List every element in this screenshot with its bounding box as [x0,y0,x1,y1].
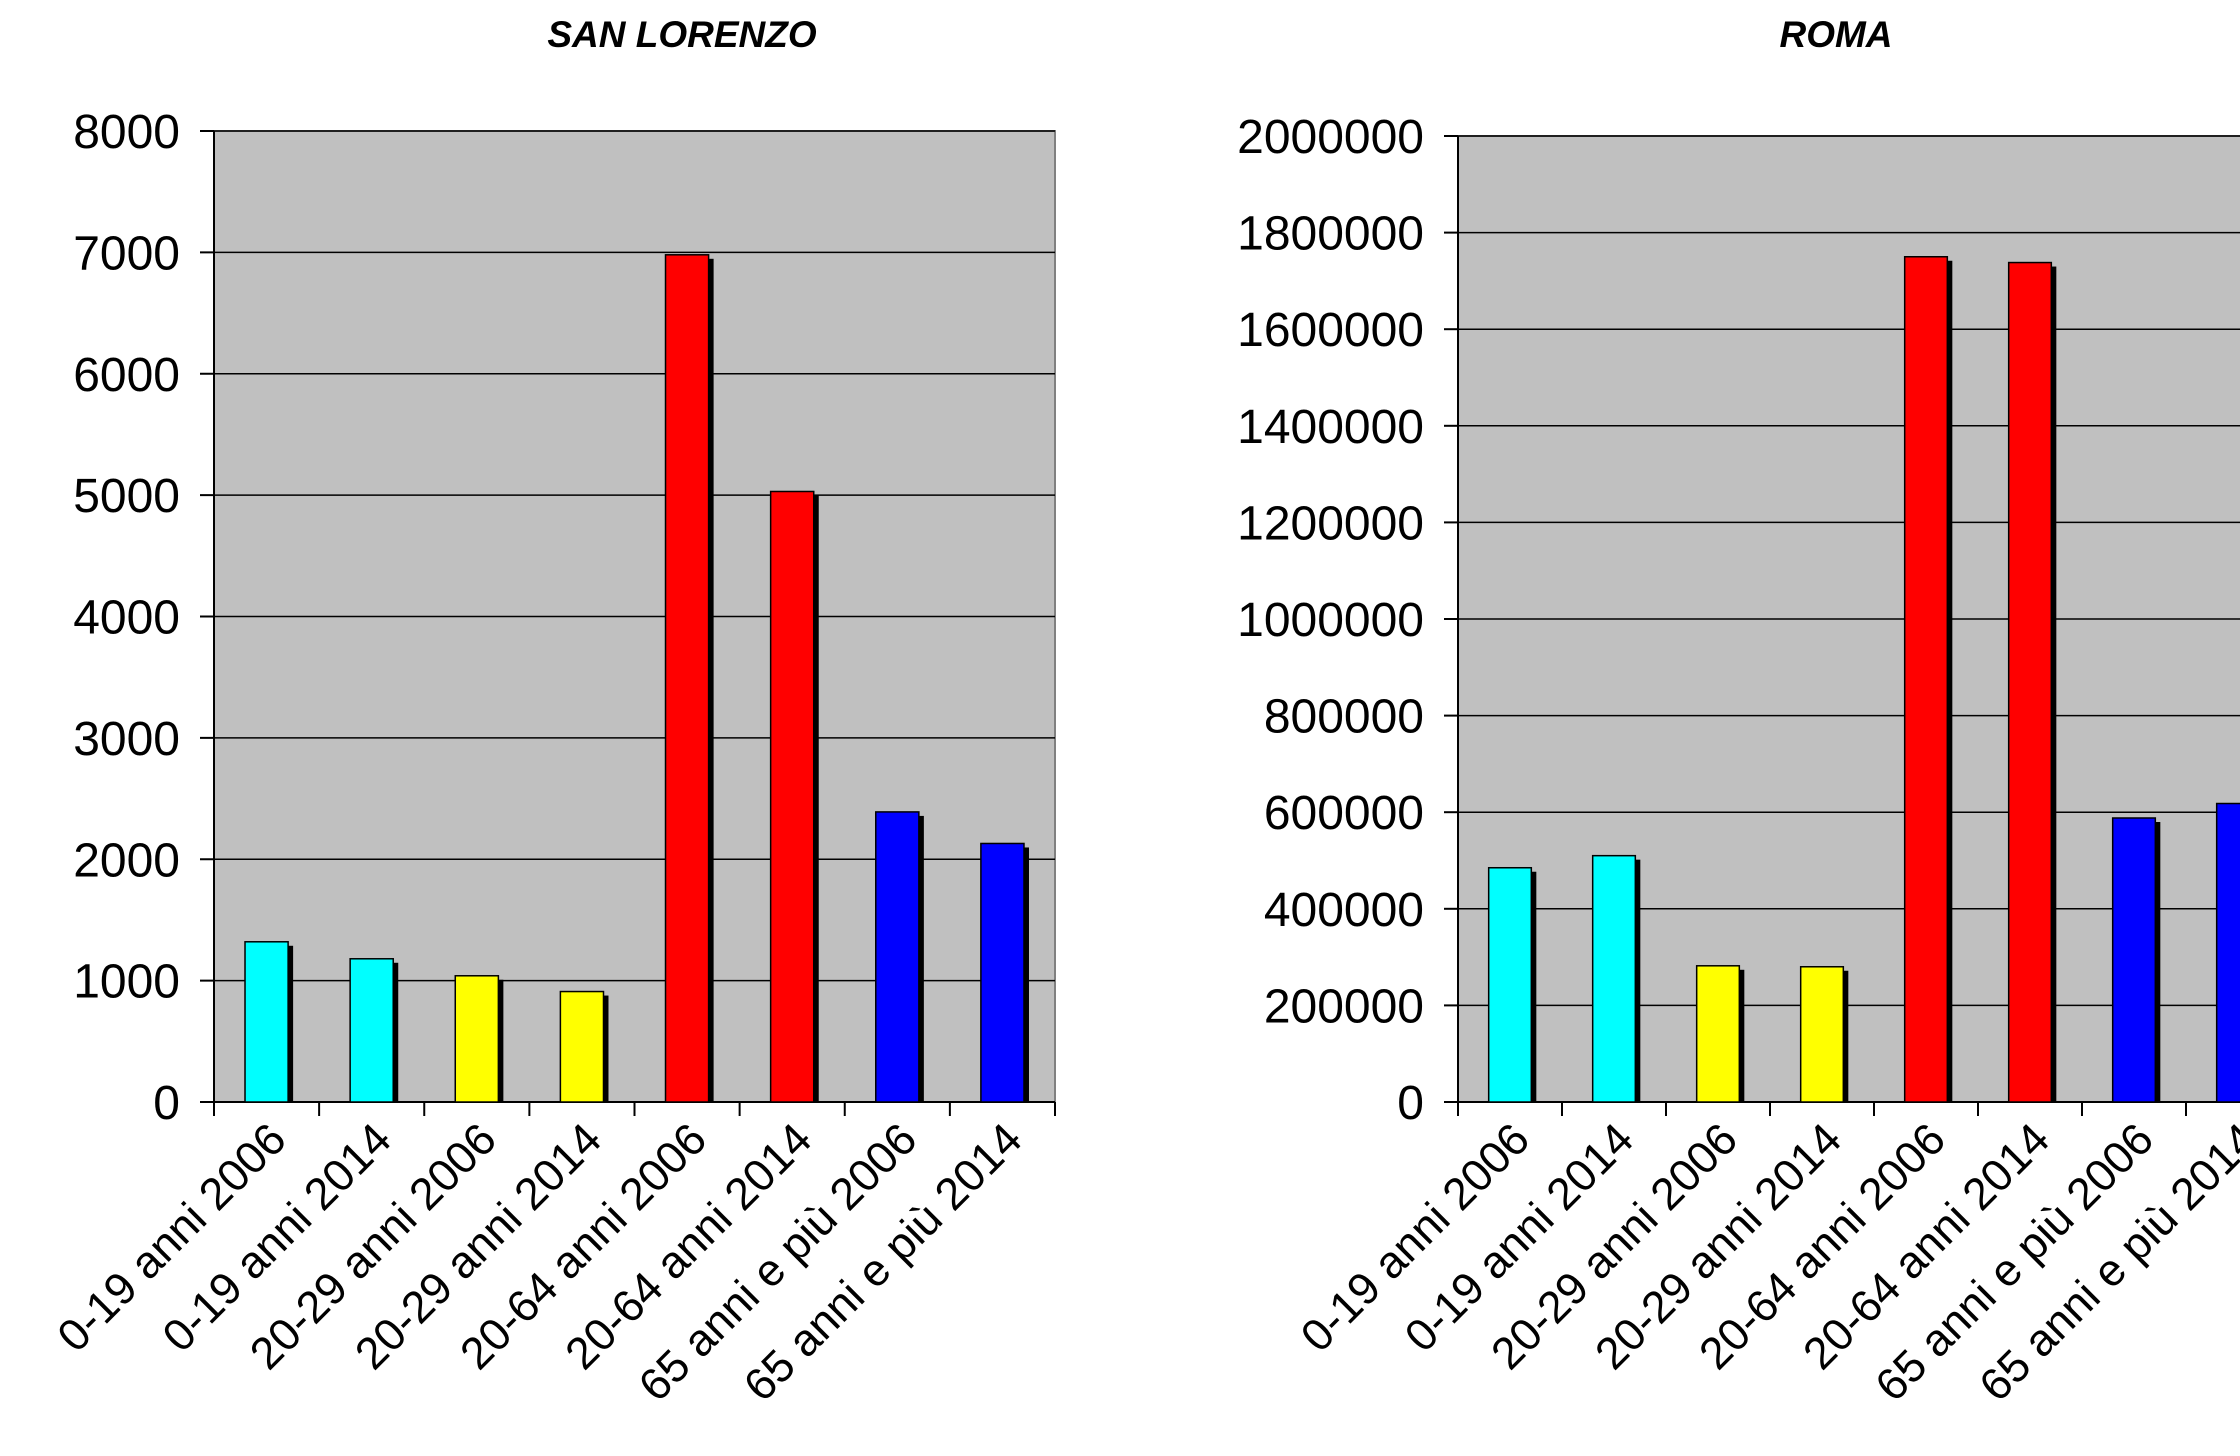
y-tick-label: 5000 [73,470,180,523]
y-tick-label: 1800000 [1237,208,1424,261]
bar [559,990,605,1103]
y-tick-label: 200000 [1264,980,1424,1033]
bar [769,490,815,1103]
bar [244,941,289,1103]
bar [1695,965,1741,1103]
bar [2007,261,2053,1103]
y-tick-label: 2000 [73,834,180,887]
bar [875,811,920,1103]
y-tick-label: 8000 [73,106,180,159]
y-tick-label: 1600000 [1237,304,1424,357]
y-tick-label: 2000000 [1237,111,1424,164]
bar [1487,866,1533,1103]
y-tick-label: 6000 [73,349,180,402]
y-tick-label: 3000 [73,713,180,766]
chart-title: SAN LORENZO [547,14,817,55]
bar [2111,817,2157,1103]
y-tick-label: 0 [153,1077,180,1130]
bar [980,842,1025,1103]
bar [664,254,710,1103]
y-tick-label: 400000 [1264,884,1424,937]
chart-title: ROMA [1779,14,1892,55]
bar [1903,256,1949,1103]
y-tick-label: 4000 [73,592,180,645]
bar [349,958,394,1103]
y-tick-label: 1000 [73,956,180,1009]
bar [1591,854,1637,1103]
bar [454,975,500,1103]
chart-1: SAN LORENZO 0 1000 2000 3000 4000 5000 6000 7000… [47,14,1056,1411]
y-tick-label: 600000 [1264,787,1424,840]
chart-2: ROMA 0 200000 400000 600000 800000 1000000 1200… [1237,14,2240,1411]
y-tick-label: 1200000 [1237,497,1424,550]
y-tick-label: 0 [1397,1077,1424,1130]
y-tick-label: 7000 [73,227,180,280]
y-tick-label: 1400000 [1237,401,1424,454]
bar [2215,802,2240,1103]
y-tick-label: 1000000 [1237,594,1424,647]
y-tick-label: 800000 [1264,691,1424,744]
bar [1799,966,1845,1103]
